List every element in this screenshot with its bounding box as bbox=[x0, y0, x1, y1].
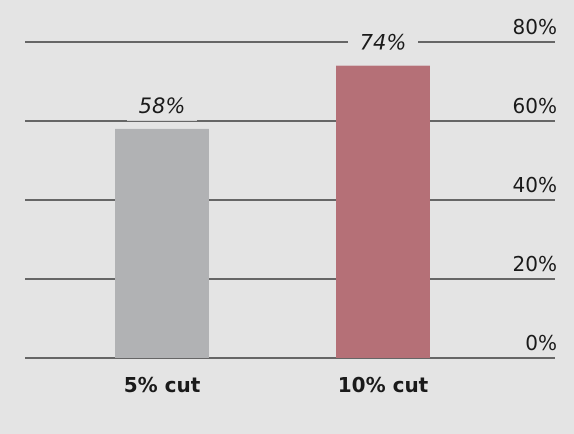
data-label: 74% bbox=[360, 31, 407, 55]
y-tick-label-20: 20% bbox=[513, 252, 557, 276]
category-label: 10% cut bbox=[338, 373, 429, 397]
bar-ten-percent-cut bbox=[336, 65, 430, 358]
data-label: 58% bbox=[139, 94, 186, 118]
data-label-background bbox=[127, 86, 197, 121]
bars bbox=[115, 65, 430, 358]
y-tick-label-60: 60% bbox=[513, 94, 557, 118]
category-label: 5% cut bbox=[124, 373, 201, 397]
labels: 0% 20% 40% 60% 80% 58% 5% cut 74% 10% cut bbox=[124, 15, 557, 397]
data-label-background bbox=[348, 23, 418, 58]
y-tick-label-0: 0% bbox=[525, 331, 557, 355]
y-tick-label-40: 40% bbox=[513, 173, 557, 197]
bar-five-percent-cut bbox=[115, 128, 209, 358]
gridlines bbox=[25, 41, 555, 359]
y-tick-label-80: 80% bbox=[513, 15, 557, 39]
